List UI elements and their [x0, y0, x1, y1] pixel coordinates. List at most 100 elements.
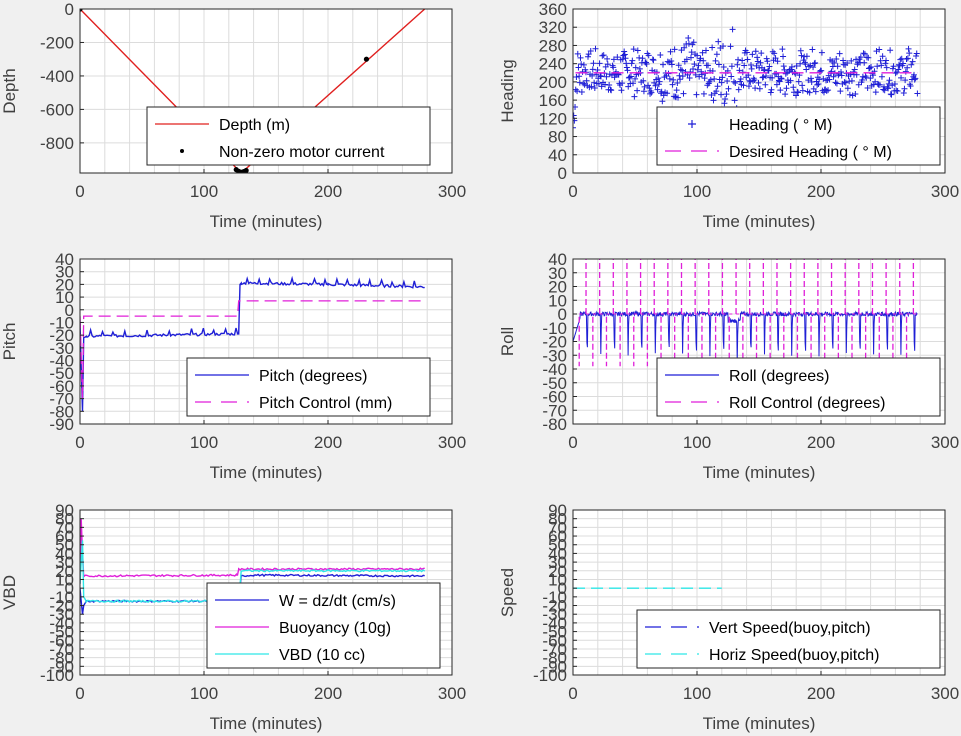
heading-series-1-marker	[886, 77, 893, 84]
vbd-ytick-label: -70	[49, 640, 74, 659]
heading-series-1-marker	[580, 61, 587, 68]
heading-series-1-marker	[877, 57, 884, 64]
heading-series-1-marker	[641, 83, 648, 90]
heading-series-1-marker	[573, 74, 580, 81]
heading-series-1-marker	[750, 77, 757, 84]
heading-xtick-label: 200	[807, 182, 835, 201]
pitch-legend-label: Pitch (degrees)	[259, 368, 368, 385]
heading-series-1-marker	[669, 81, 676, 88]
heading-ytick-label: 0	[558, 164, 567, 183]
heading-series-1-marker	[600, 52, 607, 59]
pitch-ytick-label: -70	[49, 390, 74, 409]
vbd-ytick-label: 50	[55, 536, 74, 555]
roll-ytick-label: -50	[542, 374, 567, 393]
depth-ytick-label: -600	[40, 100, 74, 119]
heading-series-1-marker	[670, 76, 677, 83]
heading-series-1-marker	[672, 93, 679, 100]
speed-axes-border	[572, 509, 946, 676]
depth-xtick-label: 0	[75, 182, 84, 201]
heading-series-1-marker	[893, 87, 900, 94]
heading-series-1-marker	[732, 79, 739, 86]
heading-series-1-marker	[574, 88, 581, 95]
heading-series-1-marker	[667, 48, 674, 55]
pitch-xtick-label: 0	[75, 433, 84, 452]
heading-legend-marker	[688, 120, 696, 128]
speed-xtick-label: 200	[807, 684, 835, 703]
heading-series-1-marker	[700, 90, 707, 97]
heading-series-1-marker	[806, 89, 813, 96]
roll-ytick-label: 40	[548, 250, 567, 269]
heading-series-1-marker	[851, 66, 858, 73]
heading-series-1-marker	[599, 52, 606, 59]
heading-series-1-marker	[911, 71, 917, 78]
heading-series-1-marker	[745, 83, 752, 90]
roll-ytick-label: -30	[542, 346, 567, 365]
heading-series-1-marker	[833, 80, 840, 87]
heading-series-1-marker	[841, 79, 848, 86]
heading-series-1-marker	[683, 56, 690, 63]
heading-series-1-marker	[604, 55, 611, 62]
pitch-series-1-line	[80, 275, 425, 412]
speed-ytick-label: -40	[542, 614, 567, 633]
heading-series-1-marker	[691, 61, 698, 68]
pitch-ytick-label: 0	[65, 301, 74, 320]
heading-series-1-marker	[752, 48, 759, 55]
heading-series-1-marker	[834, 63, 841, 70]
heading-axes-border	[572, 8, 946, 174]
heading-ytick-label: 160	[539, 91, 567, 110]
heading-series-1-marker	[767, 89, 774, 96]
heading-series-1-marker	[705, 62, 712, 69]
heading-series-1-marker	[709, 44, 716, 51]
heading-series-1-marker	[578, 89, 585, 96]
heading-series-1-marker	[729, 26, 736, 33]
heading-series-1-marker	[749, 51, 756, 58]
heading-series-1-marker	[872, 89, 879, 96]
pitch-ytick-label: 30	[55, 263, 74, 282]
heading-series-1-marker	[651, 79, 658, 86]
heading-series-1-marker	[812, 88, 819, 95]
heading-series-1-marker	[764, 58, 771, 65]
heading-series-1-marker	[577, 54, 584, 61]
heading-series-1-marker	[664, 58, 671, 65]
speed-xtick-label: 100	[683, 684, 711, 703]
roll-ytick-label: -40	[542, 360, 567, 379]
heading-series-1-marker	[890, 63, 897, 70]
heading-series-1-marker	[699, 49, 706, 56]
heading-series-1-marker	[640, 88, 647, 95]
heading-series-1-marker	[621, 51, 628, 58]
speed-ytick-label: -100	[533, 666, 567, 685]
heading-series-1-marker	[838, 69, 845, 76]
heading-ytick-label: 240	[539, 55, 567, 74]
heading-series-1-marker	[818, 49, 825, 56]
pitch-ytick-label: 20	[55, 275, 74, 294]
heading-series-1-marker	[756, 85, 763, 92]
vbd-axes-border	[79, 509, 453, 676]
roll-xtick-label: 0	[568, 433, 577, 452]
heading-series-1-marker	[619, 80, 626, 87]
roll-legend-label: Roll (degrees)	[729, 368, 829, 385]
heading-series-1-marker	[639, 55, 646, 62]
heading-series-1-marker	[895, 66, 902, 73]
heading-series-1-marker	[811, 60, 818, 67]
vbd-ytick-label: -90	[49, 657, 74, 676]
heading-series-1-marker	[727, 43, 734, 50]
heading-series-1-marker	[814, 81, 821, 88]
heading-series-1-marker	[777, 87, 784, 94]
speed-legend-label: Horiz Speed(buoy,pitch)	[709, 647, 879, 664]
heading-series-1-marker	[900, 60, 907, 67]
heading-series-1-marker	[902, 77, 909, 84]
heading-series-group	[573, 26, 921, 131]
roll-xtick-label: 300	[931, 433, 959, 452]
heading-series-1-marker	[782, 70, 789, 77]
speed-ytick-label: 60	[548, 527, 567, 546]
roll-legend: Roll (degrees) Roll Control (degrees)	[656, 357, 941, 417]
vbd-ytick-label: 60	[55, 527, 74, 546]
heading-series-1-marker	[604, 61, 611, 68]
heading-series-1-marker	[760, 73, 767, 80]
heading-series-1-marker	[797, 47, 804, 54]
depth-series-group	[80, 9, 426, 173]
heading-series-1-marker	[715, 61, 722, 68]
heading-series-1-marker	[737, 78, 744, 85]
heading-series-1-marker	[623, 60, 630, 67]
pitch-ytick-label: -30	[49, 339, 74, 358]
